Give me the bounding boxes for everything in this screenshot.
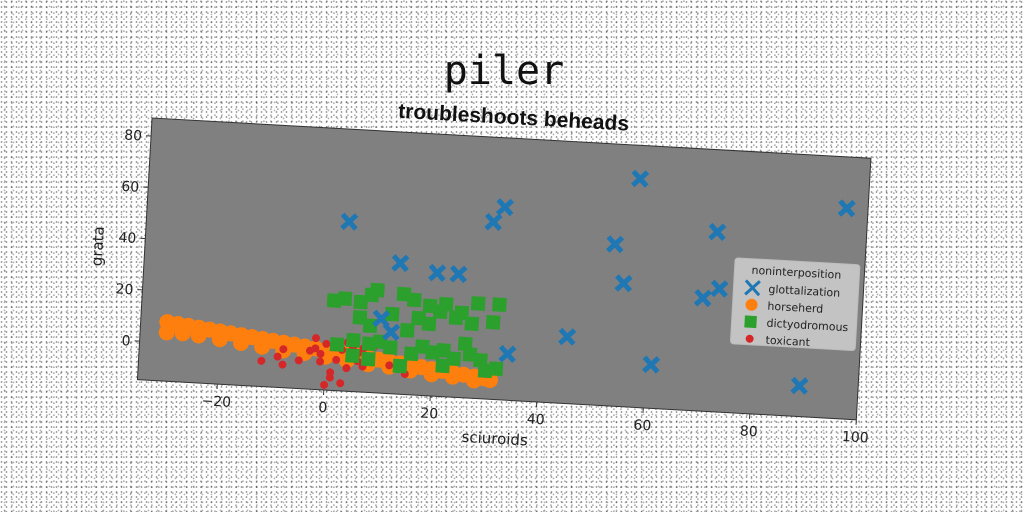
y-tick-label: 40 [118, 230, 137, 247]
point-glottalization [449, 265, 468, 284]
y-tick-label: 80 [124, 127, 143, 144]
point-glottalization [631, 169, 650, 188]
point-toxicant [273, 352, 282, 361]
point-dictyodromous [485, 314, 501, 330]
x-tick-label: 80 [739, 423, 758, 440]
point-dictyodromous [464, 316, 480, 332]
point-glottalization [790, 376, 809, 395]
point-horseherd [254, 338, 271, 355]
point-glottalization [606, 235, 625, 254]
legend-box [730, 257, 861, 351]
point-glottalization [498, 344, 517, 364]
point-dictyodromous [399, 323, 415, 338]
point-toxicant [325, 373, 334, 382]
point-toxicant [311, 344, 320, 353]
chart-title: troubleshoots beheads [398, 100, 630, 136]
legend-marker-horseherd [745, 298, 758, 311]
legend-marker-glottalization [744, 279, 761, 297]
point-glottalization [382, 323, 401, 342]
legend-label-glottalization: glottalization [768, 283, 840, 300]
point-glottalization [710, 279, 729, 298]
point-glottalization [837, 199, 856, 218]
point-toxicant [342, 364, 351, 373]
point-dictyodromous [457, 336, 473, 352]
point-dictyodromous [384, 306, 400, 322]
legend-title: noninterposition [751, 264, 841, 282]
point-glottalization [708, 222, 727, 241]
chart-suptitle: piler [444, 48, 564, 94]
point-glottalization [614, 274, 633, 293]
point-toxicant [336, 379, 345, 388]
point-dictyodromous [488, 361, 504, 377]
x-tick-label: 20 [420, 405, 439, 422]
point-dictyodromous [345, 348, 360, 364]
point-dictyodromous [435, 358, 451, 374]
point-glottalization [495, 198, 514, 217]
point-horseherd [232, 334, 249, 351]
x-axis-label: sciuroids [461, 428, 528, 450]
point-dictyodromous [406, 292, 422, 308]
point-toxicant [385, 361, 394, 370]
point-toxicant [316, 349, 325, 358]
legend-label-horseherd: horseherd [767, 300, 823, 316]
point-glottalization [558, 327, 577, 346]
point-dictyodromous [403, 346, 419, 362]
point-dictyodromous [421, 316, 437, 332]
legend-marker-toxicant [745, 334, 754, 343]
point-toxicant [257, 356, 266, 365]
point-glottalization [340, 212, 359, 231]
point-dictyodromous [432, 304, 448, 320]
point-toxicant [320, 380, 329, 389]
x-tick-label: 60 [633, 417, 652, 434]
x-tick-label: 40 [526, 411, 545, 428]
point-dictyodromous [470, 296, 486, 311]
point-toxicant [316, 357, 325, 366]
point-toxicant [312, 334, 321, 343]
point-glottalization [642, 355, 661, 374]
point-dictyodromous [353, 294, 369, 310]
chart-figure: troubleshoots beheads −20 0 20 40 60 80 100 0 20… [88, 100, 872, 450]
point-dictyodromous [382, 340, 398, 355]
point-toxicant [279, 345, 288, 354]
point-dictyodromous [360, 351, 376, 367]
y-tick-label: 20 [115, 281, 134, 298]
legend-label-toxicant: toxicant [765, 334, 811, 349]
point-dictyodromous [392, 358, 408, 374]
point-toxicant [278, 360, 287, 369]
point-toxicant [294, 356, 303, 365]
x-tick-label: −20 [201, 393, 231, 411]
point-toxicant [322, 339, 331, 348]
point-dictyodromous [446, 351, 462, 367]
point-dictyodromous [345, 332, 361, 348]
y-tick-label: 0 [121, 333, 131, 349]
data-points [158, 169, 856, 395]
point-toxicant [332, 355, 341, 364]
legend: noninterposition glottalization horseher… [730, 257, 861, 351]
legend-marker-dictyodromous [744, 315, 757, 329]
point-horseherd [211, 331, 228, 348]
point-horseherd [190, 327, 207, 344]
legend-label-dictyodromous: dictyodromous [766, 317, 849, 335]
point-dictyodromous [337, 291, 353, 306]
y-tick-label: 60 [121, 179, 140, 196]
point-horseherd [174, 325, 191, 342]
y-axis-label: grata [88, 226, 108, 267]
axis-ticks: −20 0 20 40 60 80 100 0 20 40 60 80 [115, 127, 870, 446]
point-glottalization [428, 263, 447, 282]
point-glottalization [372, 309, 391, 328]
x-tick-label: 100 [842, 429, 870, 446]
point-glottalization [484, 212, 503, 232]
point-dictyodromous [370, 282, 385, 298]
point-horseherd [158, 324, 175, 341]
point-dictyodromous [329, 337, 345, 352]
x-tick-label: 0 [318, 400, 328, 416]
point-dictyodromous [448, 310, 464, 326]
point-dictyodromous [492, 297, 507, 313]
point-glottalization [391, 254, 410, 273]
point-glottalization [693, 288, 712, 308]
